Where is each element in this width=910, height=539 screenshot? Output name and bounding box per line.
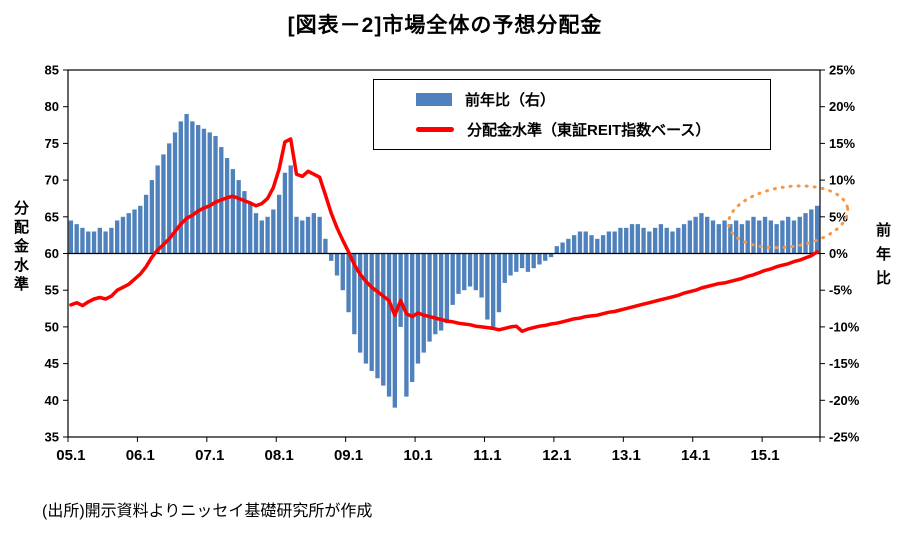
svg-text:-5%: -5% — [829, 283, 853, 298]
svg-text:85: 85 — [45, 63, 59, 78]
legend-item-level: 分配金水準（東証REIT指数ベース） — [416, 119, 770, 140]
svg-text:60: 60 — [45, 246, 59, 261]
svg-text:15.1: 15.1 — [750, 447, 779, 464]
svg-text:25%: 25% — [829, 63, 855, 78]
svg-text:45: 45 — [45, 356, 59, 371]
svg-text:07.1: 07.1 — [195, 447, 224, 464]
svg-text:50: 50 — [45, 319, 59, 334]
line-series-swatch — [416, 127, 454, 132]
source-note: (出所)開示資料よりニッセイ基礎研究所が作成 — [42, 503, 373, 520]
svg-text:55: 55 — [45, 283, 59, 298]
svg-text:70: 70 — [45, 173, 59, 188]
svg-text:06.1: 06.1 — [126, 447, 155, 464]
svg-text:-10%: -10% — [829, 319, 860, 334]
svg-text:75: 75 — [45, 136, 59, 151]
svg-text:-15%: -15% — [829, 356, 860, 371]
plot-border — [67, 69, 821, 438]
svg-text:35: 35 — [45, 430, 59, 445]
svg-text:10.1: 10.1 — [403, 447, 432, 464]
svg-text:-25%: -25% — [829, 430, 860, 445]
svg-text:10%: 10% — [829, 173, 855, 188]
svg-text:0%: 0% — [829, 246, 848, 261]
svg-text:14.1: 14.1 — [681, 447, 710, 464]
right-axis-title: 前年比 — [874, 222, 891, 294]
highlight-ellipse — [727, 184, 850, 250]
svg-text:13.1: 13.1 — [612, 447, 641, 464]
legend-box: 前年比（右） 分配金水準（東証REIT指数ベース） — [373, 79, 771, 150]
svg-text:40: 40 — [45, 393, 59, 408]
axes: 35 40 45 50 55 60 65 70 75 80 85 -25% -20% -15% -10% -5… — [45, 63, 860, 465]
svg-text:11.1: 11.1 — [473, 447, 501, 464]
svg-text:65: 65 — [45, 209, 59, 224]
svg-text:15%: 15% — [829, 136, 855, 151]
legend-label-level: 分配金水準（東証REIT指数ベース） — [467, 122, 711, 139]
svg-text:09.1: 09.1 — [334, 447, 363, 464]
svg-text:5%: 5% — [829, 209, 848, 224]
svg-text:05.1: 05.1 — [56, 447, 85, 464]
left-axis-title: 分配金水準 — [12, 200, 29, 295]
chart-title: [図表－2]市場全体の予想分配金 — [287, 14, 603, 37]
bar-series-swatch — [416, 93, 452, 106]
level-line — [69, 137, 819, 334]
svg-text:20%: 20% — [829, 99, 855, 114]
svg-text:12.1: 12.1 — [542, 447, 571, 464]
svg-text:-20%: -20% — [829, 393, 860, 408]
legend-label-yoy: 前年比（右） — [465, 92, 556, 109]
svg-text:08.1: 08.1 — [265, 447, 294, 464]
legend-item-yoy: 前年比（右） — [416, 89, 770, 110]
bars-series — [68, 114, 820, 408]
svg-text:80: 80 — [45, 99, 59, 114]
